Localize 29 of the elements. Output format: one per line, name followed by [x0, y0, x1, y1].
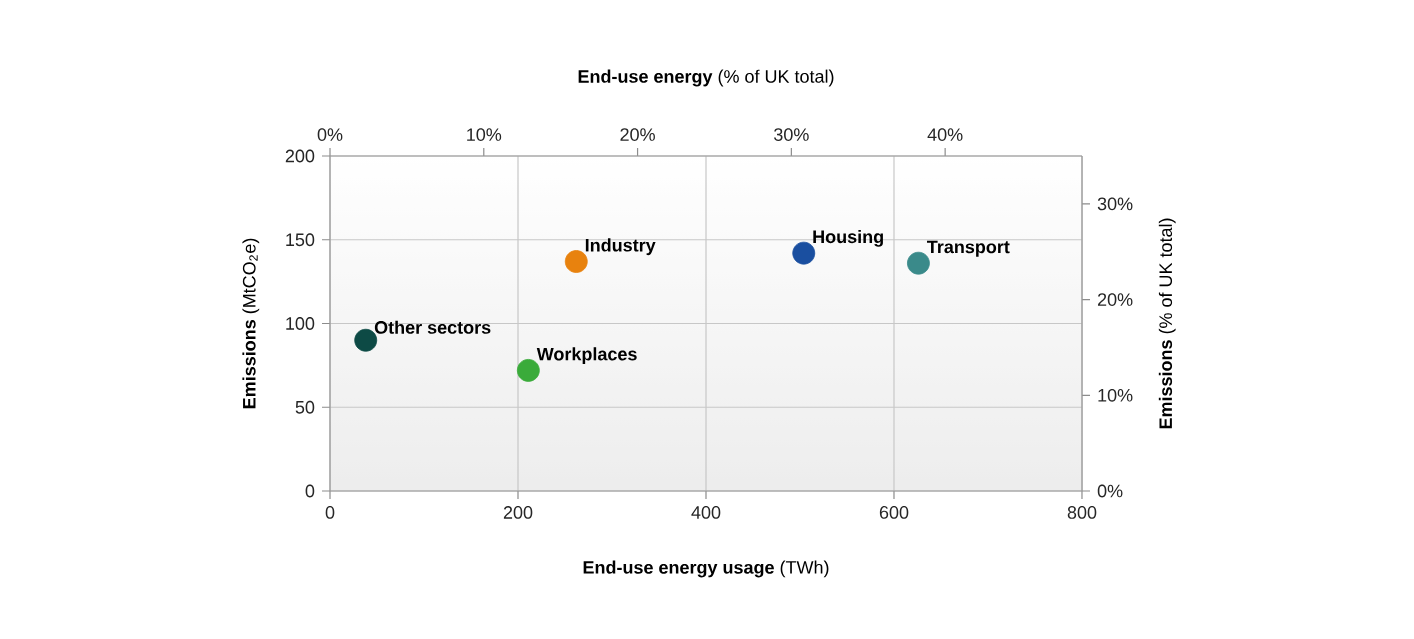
x2-tick-label: 10%	[467, 128, 502, 141]
series-label: Workplaces	[536, 347, 637, 364]
x2-tick-label: 40%	[927, 128, 963, 141]
y2-axis-title: Emissions (% of UK total)	[1158, 218, 1176, 429]
x-tick-label: 0	[325, 506, 335, 519]
y2-tick-label: 0%	[1097, 484, 1123, 498]
y-tick-label: 0	[305, 484, 315, 498]
y-tick-label: 150	[286, 233, 315, 247]
x2-tick-label: 30%	[774, 128, 809, 141]
series-label: Industry	[585, 238, 656, 256]
y2-tick-label: 10%	[1098, 388, 1133, 402]
x-tick-label: 200	[503, 506, 533, 519]
y2-tick-label: 30%	[1097, 197, 1133, 211]
y-axis-title: Emissions (MtCO$_{2}$e)	[242, 238, 260, 409]
x2-tick-label: 20%	[620, 128, 655, 141]
x-tick-label: 600	[879, 506, 909, 519]
y-tick-label: 100	[286, 317, 315, 330]
x2-tick-label: 0%	[317, 128, 343, 141]
series-label: Transport	[927, 240, 1010, 257]
x-axis-title: End-use energy usage (TWh)	[583, 560, 829, 578]
series-label: Other sectors	[374, 320, 491, 334]
x-tick-label: 400	[691, 506, 721, 519]
x2-axis-title: End-use energy (% of UK total)	[578, 69, 834, 87]
point	[564, 250, 588, 273]
y2-tick-label: 20%	[1097, 293, 1133, 306]
y-tick-label: 200	[285, 149, 315, 163]
y-tick-label: 50	[295, 400, 315, 414]
x-tick-label: 800	[1067, 506, 1097, 519]
series-label: Housing	[813, 229, 883, 247]
